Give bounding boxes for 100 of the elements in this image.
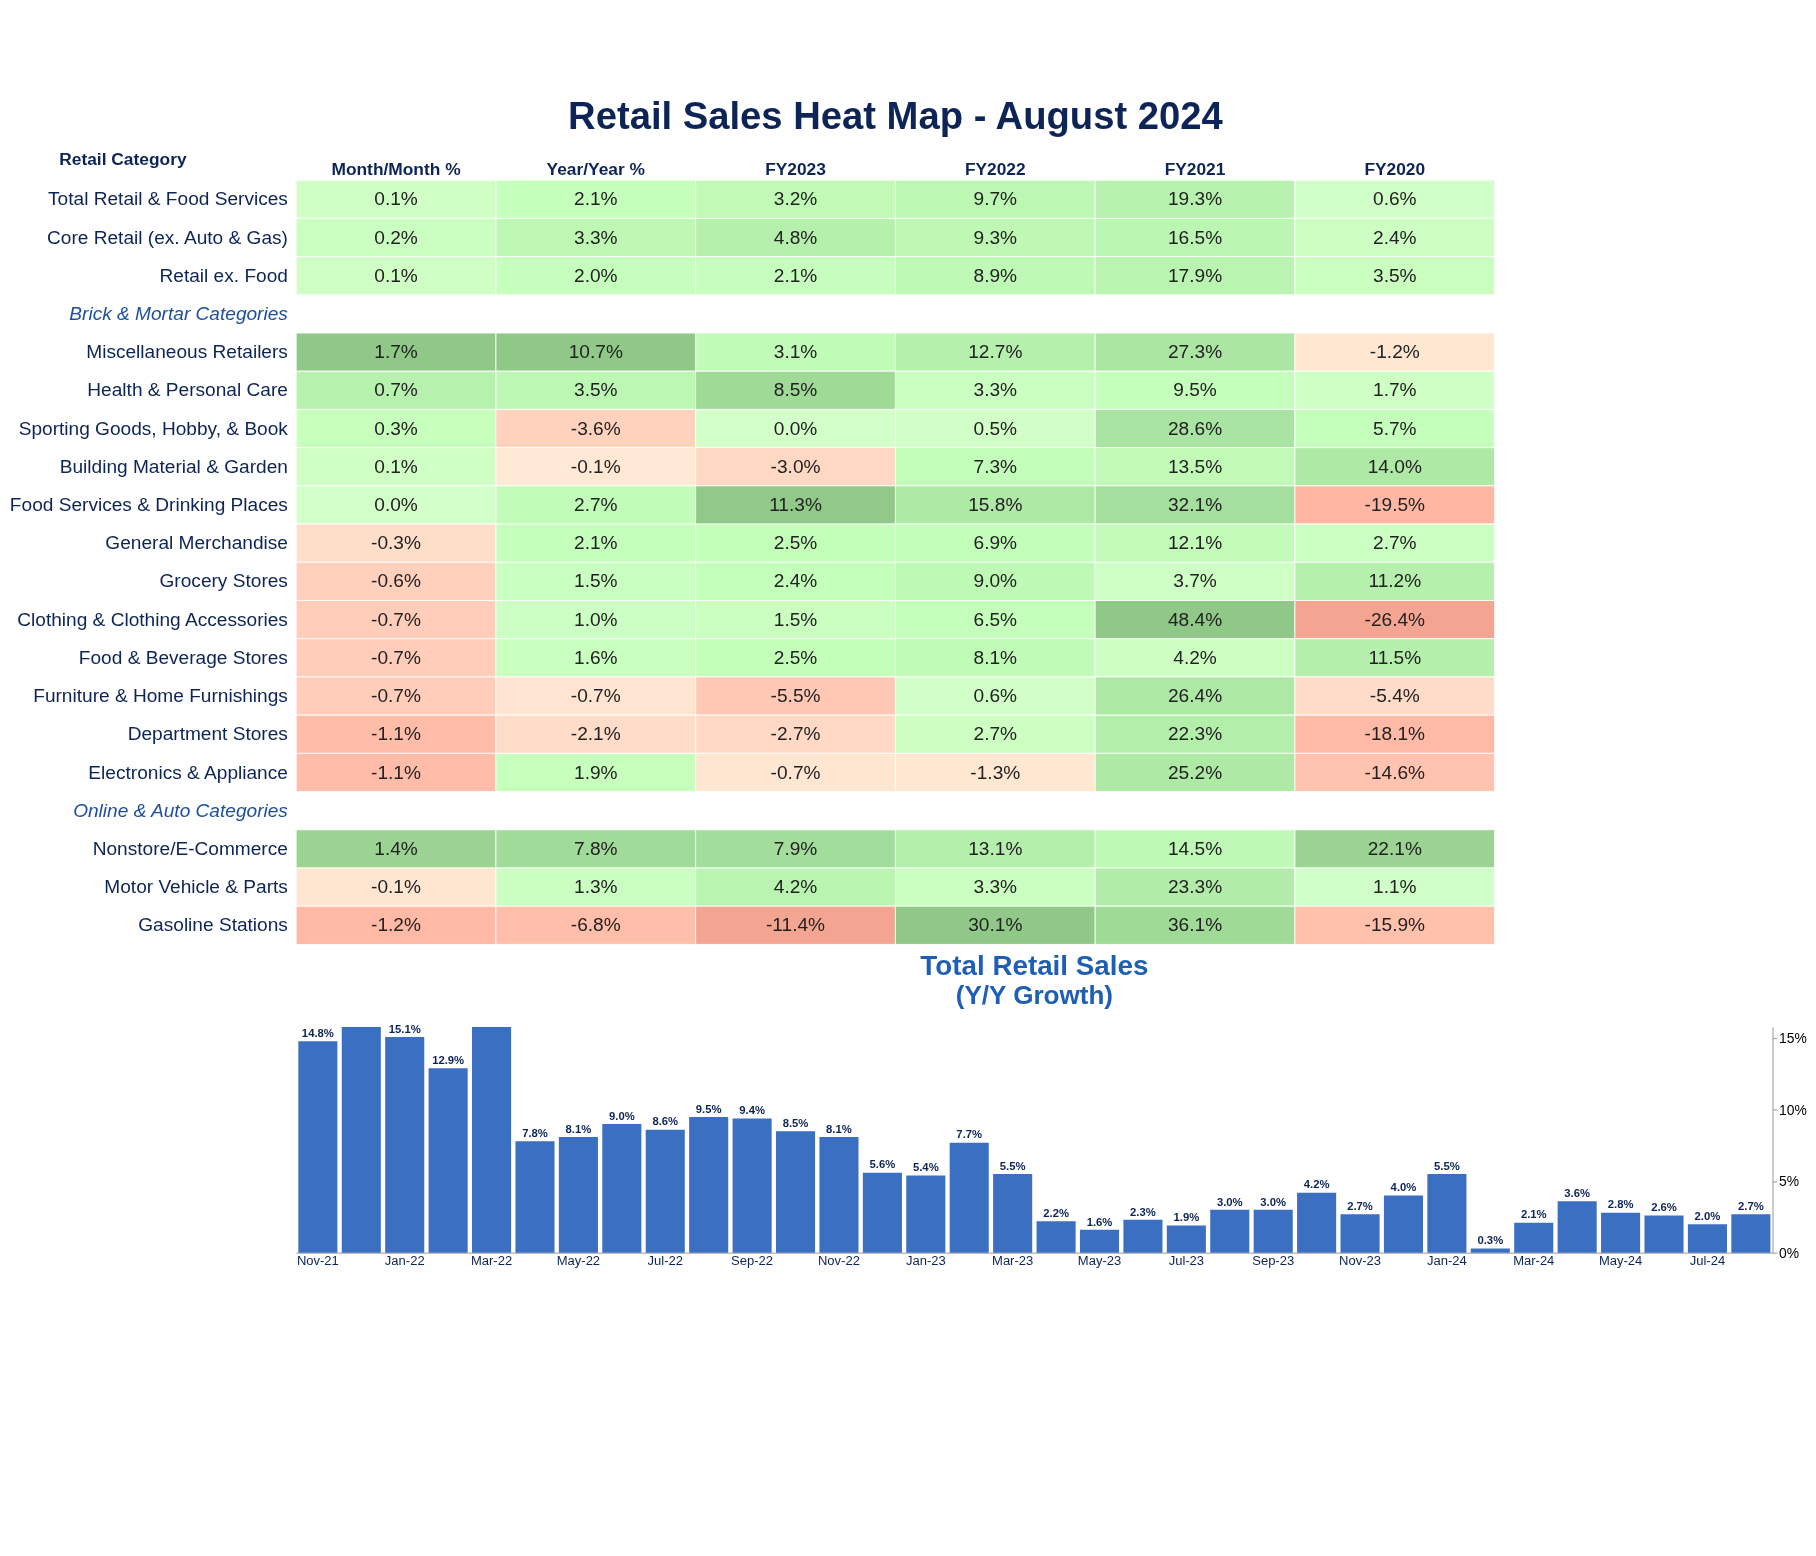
y-tick-label: Nonstore/E-Commerce — [92, 837, 288, 859]
data-label: 2.1% — [574, 532, 618, 554]
data-label: 8.1% — [565, 1122, 592, 1135]
y-tick-label: Gasoline Stations — [138, 914, 288, 936]
x-tick-label: Year/Year % — [546, 159, 646, 180]
bar — [689, 1116, 729, 1253]
data-label: 1.5% — [773, 608, 818, 630]
data-label: 2.7% — [1738, 1199, 1764, 1212]
data-label: -14.6% — [1364, 761, 1426, 783]
y-tick-label: Retail ex. Food — [159, 264, 288, 286]
data-label: 1.4% — [374, 837, 418, 859]
bar — [1123, 1219, 1163, 1253]
data-label: 15.1% — [388, 1022, 421, 1035]
data-label: 2.5% — [773, 532, 818, 554]
data-label: 2.0% — [1694, 1209, 1721, 1222]
y-tick-label: 0% — [1779, 1244, 1800, 1261]
data-label: 2.6% — [1651, 1201, 1677, 1214]
y-tick-label: 15% — [1779, 1030, 1807, 1047]
data-label: 2.1% — [574, 188, 618, 210]
data-label: 2.1% — [773, 264, 818, 286]
x-tick-label: Nov-21 — [296, 1253, 339, 1269]
data-label: 7.7% — [956, 1128, 983, 1141]
data-label: 15.8% — [968, 494, 1023, 516]
x-tick-label: Mar-23 — [992, 1253, 1034, 1269]
data-label: 26.4% — [1167, 685, 1223, 707]
bar — [862, 1172, 902, 1253]
data-label: -2.1% — [570, 723, 621, 745]
data-label: 5.5% — [999, 1159, 1026, 1172]
data-label: 23.3% — [1167, 876, 1223, 898]
bar — [515, 1141, 555, 1253]
data-label: 9.0% — [973, 570, 1018, 592]
bar — [1079, 1229, 1120, 1253]
data-label: -5.5% — [770, 685, 821, 707]
bar — [428, 1068, 468, 1253]
data-label: 5.6% — [869, 1158, 896, 1171]
data-label: 2.5% — [773, 646, 818, 668]
bar — [1470, 1248, 1510, 1253]
bar — [949, 1142, 989, 1253]
data-label: 36.1% — [1167, 914, 1223, 936]
data-label: 1.6% — [574, 646, 618, 668]
data-label: 13.5% — [1167, 455, 1223, 477]
x-tick-label: May-23 — [1077, 1253, 1122, 1269]
data-label: 9.0% — [608, 1109, 635, 1122]
data-label: 1.5% — [574, 570, 618, 592]
x-tick-label: Mar-22 — [470, 1253, 513, 1269]
data-label: 14.0% — [1367, 455, 1422, 477]
data-label: 3.5% — [574, 379, 618, 401]
data-label: -0.3% — [371, 532, 421, 554]
data-label: 0.3% — [1477, 1234, 1504, 1247]
data-label: 27.3% — [1167, 341, 1223, 363]
data-label: 14.5% — [1167, 837, 1223, 859]
data-label: 7.9% — [773, 837, 818, 859]
data-label: -19.5% — [1364, 494, 1426, 516]
x-tick-label: Jan-24 — [1427, 1253, 1467, 1269]
bar — [1340, 1214, 1380, 1253]
data-label: 2.3% — [1130, 1205, 1156, 1218]
data-label: 10.7% — [568, 341, 623, 363]
data-label: -1.1% — [371, 723, 421, 745]
data-label: -26.4% — [1364, 608, 1426, 630]
data-label: 9.7% — [973, 188, 1018, 210]
y-tick-label: Clothing & Clothing Accessories — [17, 608, 288, 630]
data-label: 8.9% — [973, 264, 1018, 286]
data-label: 12.9% — [432, 1054, 465, 1067]
data-label: 1.7% — [374, 341, 418, 363]
data-label: 11.5% — [1368, 646, 1422, 668]
data-label: 7.8% — [574, 837, 618, 859]
chart-subtitle: (Y/Y Growth) — [955, 980, 1113, 1011]
y-tick-label: General Merchandise — [105, 532, 288, 554]
data-label: 8.5% — [773, 379, 818, 401]
y-tick-label: Electronics & Appliance — [88, 761, 288, 783]
y-tick-label: Motor Vehicle & Parts — [104, 876, 288, 898]
data-label: 1.6% — [1086, 1215, 1113, 1228]
data-label: 16.5% — [1167, 226, 1223, 248]
data-label: -0.7% — [570, 685, 621, 707]
x-tick-label: May-24 — [1598, 1253, 1643, 1269]
data-label: 25.2% — [1167, 761, 1223, 783]
data-label: 48.4% — [1167, 608, 1223, 630]
bar — [298, 1041, 338, 1253]
data-label: -2.7% — [770, 723, 821, 745]
data-label: 0.5% — [973, 417, 1018, 439]
chart-title: Total Retail Sales — [920, 949, 1149, 981]
x-tick-label: Jan-22 — [384, 1253, 425, 1269]
x-tick-label: FY2023 — [765, 159, 827, 180]
data-label: 5.7% — [1373, 417, 1417, 439]
data-label: 0.0% — [374, 494, 418, 516]
data-label: 0.1% — [374, 188, 418, 210]
y-tick-label: 10% — [1779, 1101, 1807, 1118]
data-label: 9.4% — [739, 1104, 765, 1117]
data-label: 2.7% — [973, 723, 1018, 745]
bar — [819, 1136, 859, 1253]
data-label: 1.0% — [574, 608, 618, 630]
data-label: 9.5% — [1173, 379, 1217, 401]
data-label: 2.7% — [574, 494, 618, 516]
data-label: 0.7% — [374, 379, 418, 401]
data-label: 3.3% — [973, 876, 1018, 898]
data-label: 0.1% — [374, 455, 418, 477]
data-label: 17.9% — [1167, 264, 1223, 286]
bar — [1036, 1221, 1076, 1253]
y-tick-label: 5% — [1779, 1173, 1800, 1190]
data-label: -0.7% — [371, 646, 421, 668]
